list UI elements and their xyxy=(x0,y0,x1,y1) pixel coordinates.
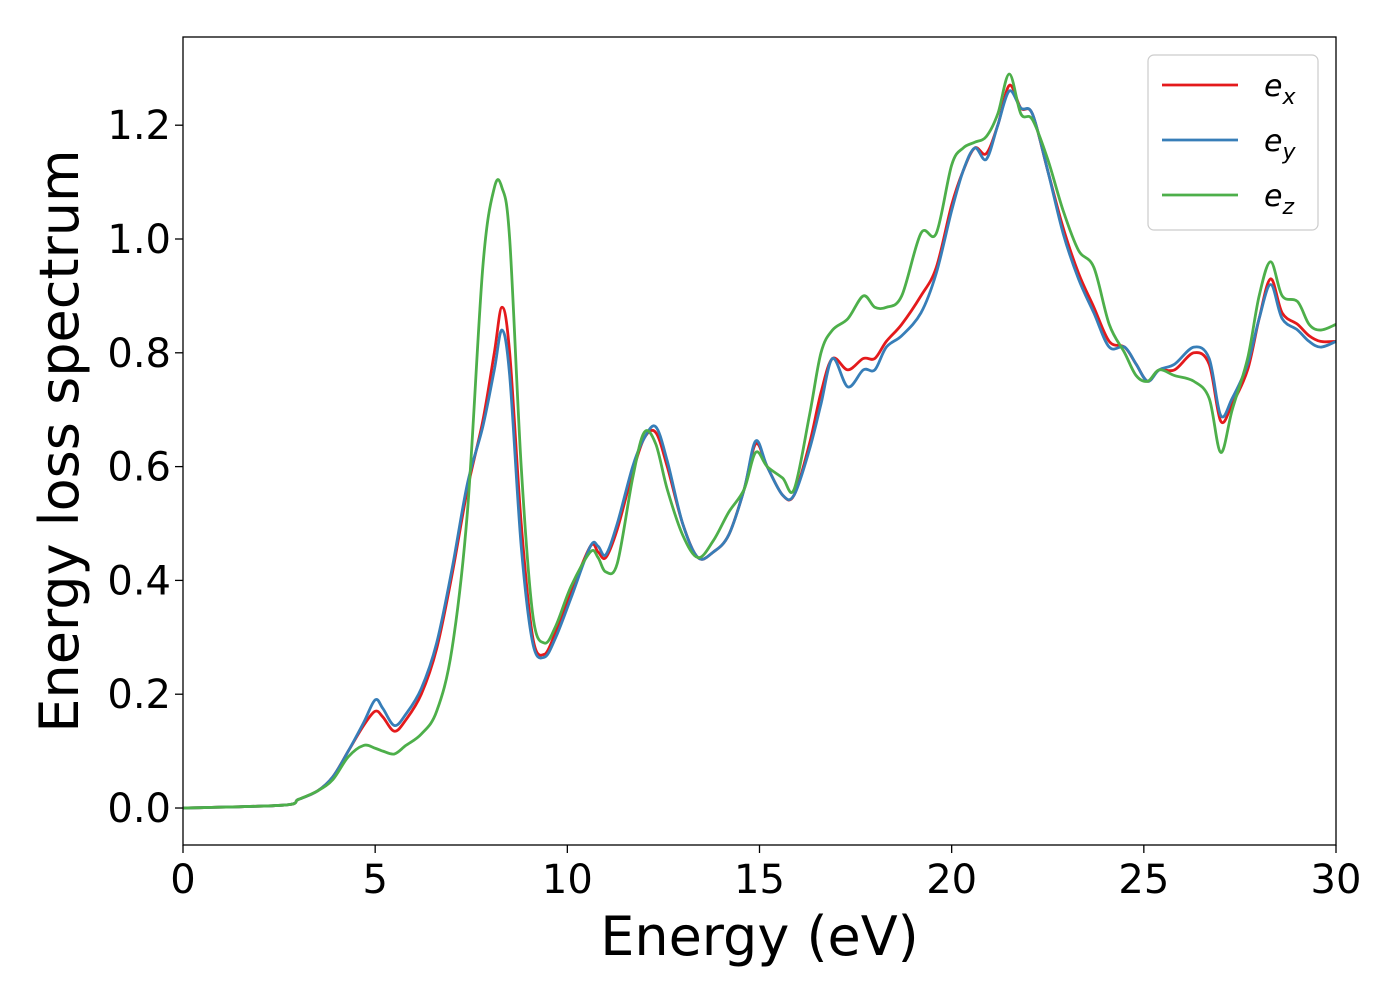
y-axis-title: Energy loss spectrum xyxy=(28,149,91,732)
series-line-z xyxy=(183,72,1336,810)
x-tick-label: 15 xyxy=(734,857,785,903)
legend-label: ex xyxy=(1264,69,1296,110)
y-tick-label: 0.8 xyxy=(107,331,171,377)
y-tick-label: 0.6 xyxy=(107,445,171,491)
legend-entry-y: ey xyxy=(1162,124,1296,165)
x-axis-title: Energy (eV) xyxy=(600,905,919,968)
legend-box xyxy=(1147,54,1319,231)
x-tick-label: 10 xyxy=(542,857,593,903)
x-tick-label: 20 xyxy=(926,857,977,903)
x-axis-ticks: 0 5 10 15 20 25 30 xyxy=(170,845,1361,903)
legend-entries: ex ey ez xyxy=(1162,69,1296,220)
legend-entry-z: ez xyxy=(1162,179,1294,220)
y-tick-label: 1.2 xyxy=(107,103,171,149)
legend-label: ey xyxy=(1264,124,1296,165)
y-tick-label: 1.0 xyxy=(107,217,171,263)
legend: ex ey ez xyxy=(1147,54,1319,231)
x-tick-label: 5 xyxy=(362,857,387,903)
y-tick-label: 0.0 xyxy=(107,786,171,832)
y-tick-label: 0.2 xyxy=(107,672,171,718)
x-tick-label: 25 xyxy=(1118,857,1169,903)
y-axis-ticks: 0.0 0.2 0.4 0.6 0.8 1.0 1.2 xyxy=(107,103,183,832)
legend-label: ez xyxy=(1264,179,1294,220)
x-tick-label: 0 xyxy=(170,857,195,903)
series-layer xyxy=(183,72,1336,810)
y-tick-label: 0.4 xyxy=(107,558,171,604)
legend-entry-x: ex xyxy=(1162,69,1296,110)
x-tick-label: 30 xyxy=(1311,857,1362,903)
